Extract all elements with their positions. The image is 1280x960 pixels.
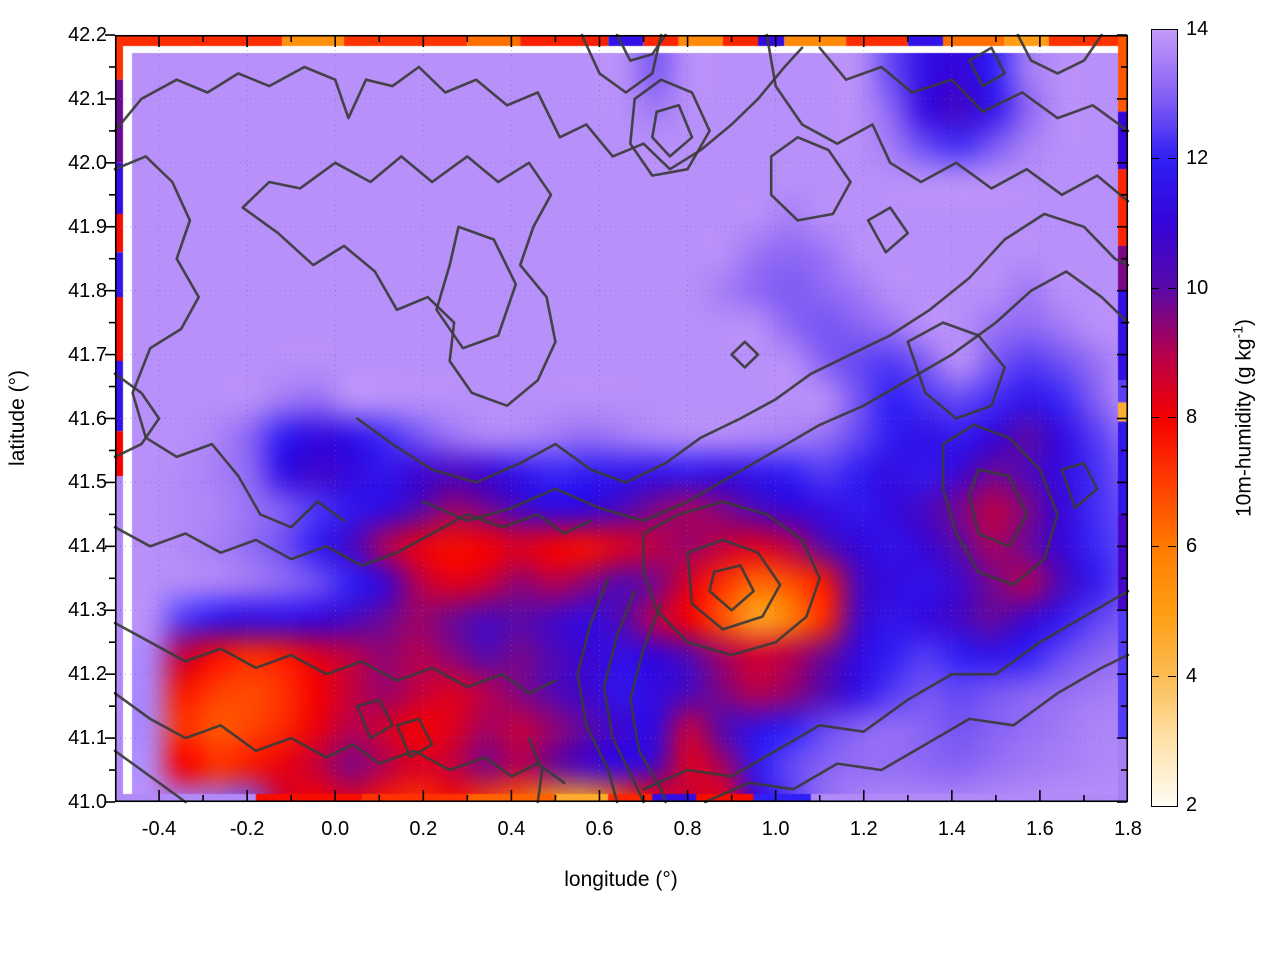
- x-tick-label: 0.0: [321, 818, 350, 840]
- terrain-contour: [241, 155, 557, 407]
- colorbar-tick: [1168, 417, 1176, 418]
- colorbar-tick: [1168, 287, 1176, 289]
- terrain-contour: [615, 33, 667, 62]
- colorbar-tick: [1168, 675, 1176, 677]
- terrain-contour: [422, 270, 1130, 523]
- terrain-contour: [602, 589, 645, 804]
- x-tick-label: -0.4: [141, 818, 177, 840]
- colorbar-tick: [1151, 546, 1159, 548]
- y-tick-label: 42.2: [68, 24, 107, 46]
- terrain-contour: [686, 538, 782, 631]
- terrain-contour: [968, 468, 1028, 548]
- terrain-contour: [355, 698, 394, 740]
- colorbar-tick: [1151, 417, 1159, 418]
- terrain-contour: [113, 513, 592, 567]
- colorbar-tick-label: 8: [1186, 406, 1198, 428]
- x-tick-label: 0.2: [409, 818, 438, 840]
- colorbar-title-sup: -1: [1229, 325, 1246, 339]
- terrain-contour: [395, 717, 434, 759]
- terrain-contour: [435, 225, 518, 350]
- x-tick-label: 1.8: [1114, 818, 1142, 840]
- plot-border: [114, 34, 1129, 803]
- x-tick-label: 0.6: [585, 818, 614, 840]
- colorbar-tick: [1168, 158, 1176, 160]
- terrain-contour: [765, 33, 1130, 203]
- colorbar-tick-label: 12: [1186, 147, 1209, 170]
- y-tick-label: 41.1: [68, 727, 107, 750]
- y-tick-label: 41.6: [68, 407, 107, 430]
- y-tick-label: 41.5: [68, 471, 107, 494]
- terrain-contour: [941, 423, 1059, 586]
- colorbar-title-suffix: ): [1232, 318, 1256, 326]
- terrain-contour: [642, 589, 1130, 791]
- colorbar-tick: [1151, 287, 1159, 289]
- terrain-contour: [113, 155, 346, 529]
- y-tick-label: 41.9: [68, 215, 107, 238]
- plot-overlay: [105, 33, 1130, 804]
- plot-area: [105, 33, 1130, 804]
- colorbar-tick-label: 2: [1186, 794, 1198, 816]
- x-tick-label: 0.4: [497, 818, 526, 840]
- terrain-contour: [355, 212, 1130, 484]
- colorbar: [1151, 29, 1178, 807]
- y-tick-label: 41.8: [68, 279, 107, 302]
- terrain-contour: [730, 340, 760, 369]
- terrain-contour: [580, 33, 663, 94]
- y-tick-label: 41.7: [68, 343, 107, 366]
- terrain-contour: [818, 46, 1130, 133]
- x-tick-label: -0.2: [229, 818, 265, 840]
- terrain-contour: [642, 500, 821, 657]
- x-tick-label: 1.4: [937, 818, 966, 840]
- terrain-contour: [629, 602, 667, 804]
- colorbar-tick-label: 6: [1186, 535, 1198, 558]
- y-tick-label: 42.1: [68, 87, 107, 110]
- terrain-contour: [708, 564, 755, 612]
- terrain-contour: [576, 577, 619, 804]
- colorbar-tick-label: 14: [1186, 18, 1209, 40]
- y-tick-label: 41.4: [68, 535, 107, 558]
- terrain-contour: [1060, 461, 1099, 510]
- y-tick-label: 41.2: [68, 663, 107, 686]
- terrain-contour: [527, 736, 544, 804]
- colorbar-tick-label: 4: [1186, 664, 1198, 687]
- colorbar-tick: [1168, 546, 1176, 548]
- terrain-contour: [113, 372, 161, 459]
- terrain-contour: [113, 749, 187, 804]
- terrain-contour: [113, 692, 566, 785]
- terrain-contour: [769, 136, 852, 222]
- terrain-contour: [1016, 33, 1103, 75]
- y-tick-label: 41.3: [68, 599, 107, 622]
- colorbar-tick: [1151, 158, 1159, 160]
- terrain-contour: [968, 46, 1006, 88]
- colorbar-border: [1151, 29, 1178, 807]
- terrain-contour: [651, 104, 694, 158]
- colorbar-title: 10m-humidity (g kg-1): [1230, 319, 1257, 517]
- x-tick-label: 1.0: [761, 818, 790, 840]
- terrain-contour: [906, 321, 1006, 420]
- colorbar-tick-label: 10: [1186, 276, 1209, 299]
- terrain-contour: [629, 78, 711, 177]
- y-tick-label: 41.0: [68, 791, 107, 813]
- colorbar-tick: [1151, 675, 1159, 677]
- y-tick-label: 42.0: [68, 151, 107, 174]
- colorbar-title-text: 10m-humidity (g kg: [1232, 338, 1256, 518]
- terrain-contour: [866, 206, 910, 254]
- x-tick-label: 1.2: [849, 818, 878, 840]
- y-axis-title: latitude (°): [6, 370, 29, 466]
- x-tick-label: 0.8: [673, 818, 702, 840]
- terrain-contour: [113, 621, 557, 695]
- x-tick-label: 1.6: [1026, 818, 1054, 840]
- x-axis-title: longitude (°): [564, 868, 678, 891]
- terrain-contour: [703, 653, 1130, 804]
